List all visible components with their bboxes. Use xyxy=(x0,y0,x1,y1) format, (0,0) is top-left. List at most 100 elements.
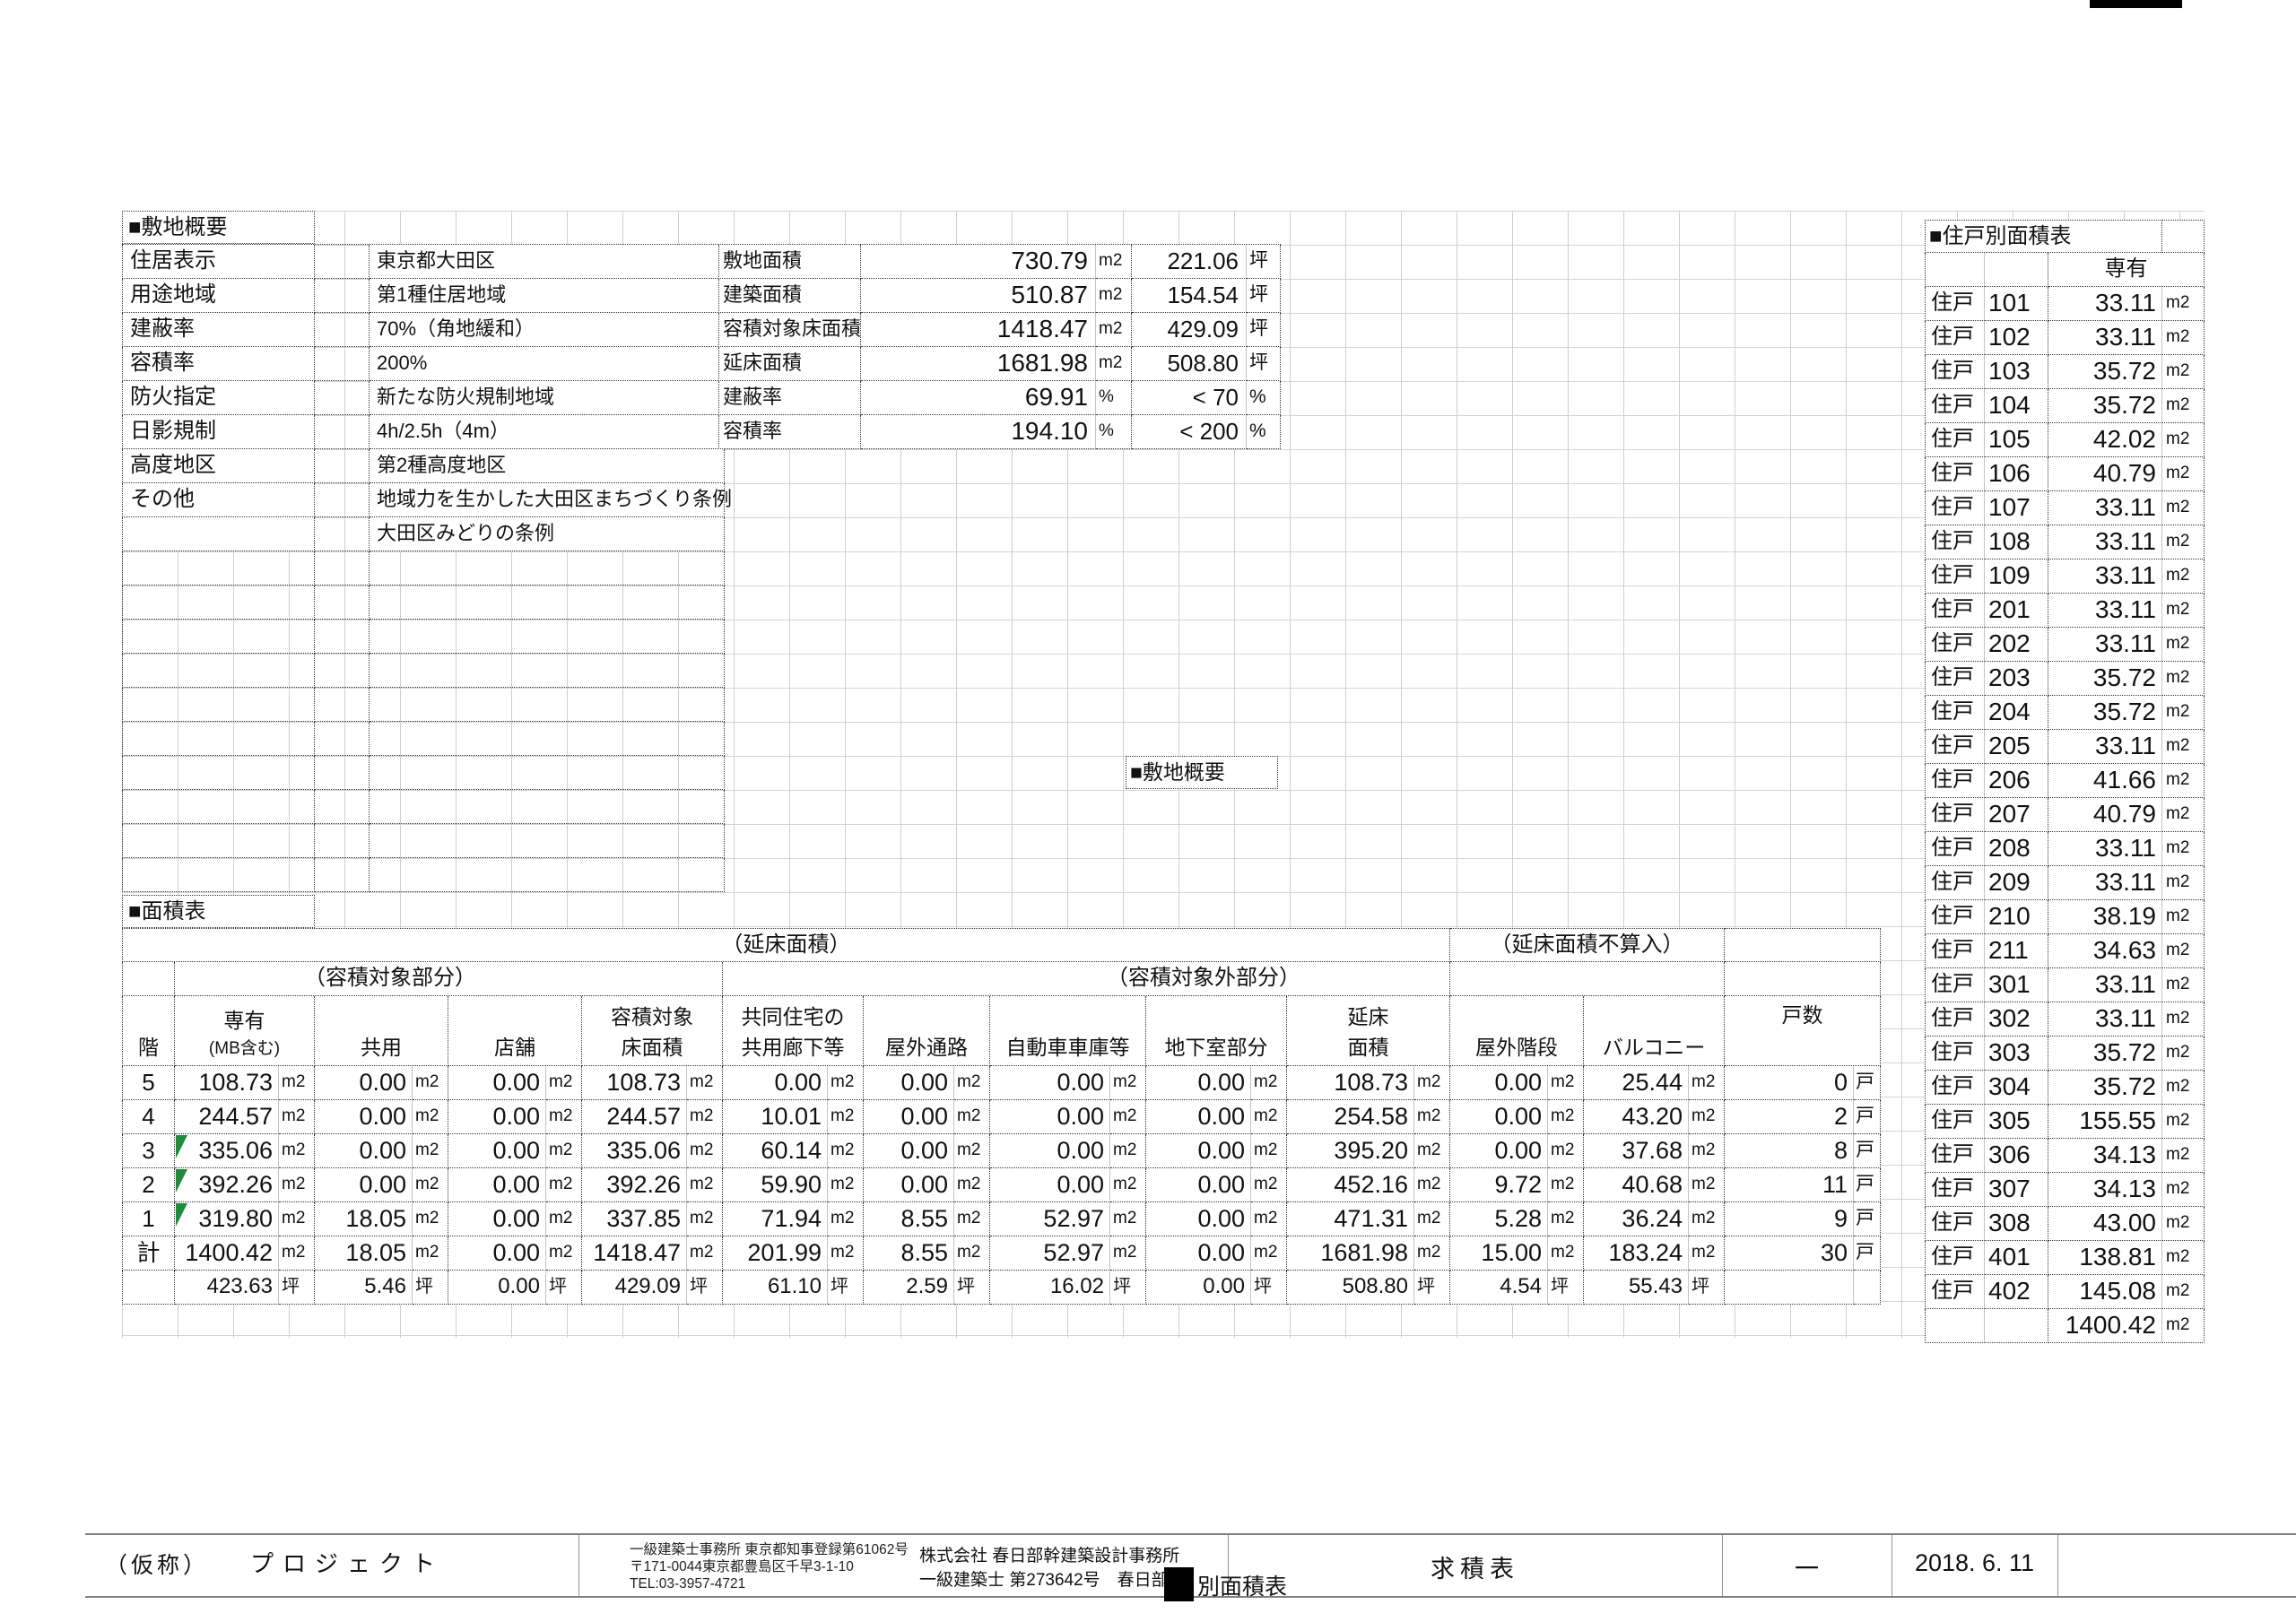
site-row-value: 第2種高度地区 xyxy=(370,449,725,483)
yoseki-taisho-cell: 244.57 xyxy=(582,1100,687,1134)
unit-row: 住戸 307 34.13 m2 xyxy=(1925,1173,2205,1207)
col-header-kosu: 戸数 xyxy=(1725,996,1881,1066)
area-row: 3 335.06 m2 0.00 m2 0.00 m2 335.06 m2 60.14 m… xyxy=(122,1134,1881,1168)
unit-area-value: 34.63 xyxy=(2048,934,2162,968)
unit-number: 102 xyxy=(1985,321,2048,355)
metric-unit-tsubo: 坪 xyxy=(1247,347,1281,381)
unit-area-value: 33.11 xyxy=(2048,287,2162,321)
shako-cell: 0.00 xyxy=(990,1066,1110,1100)
okugai-tsuro-cell: 0.00 xyxy=(864,1066,954,1100)
unit-area-unit: m2 xyxy=(2162,389,2205,423)
unit-area-value: 42.02 xyxy=(2048,423,2162,457)
unit-row-label: 住戸 xyxy=(1925,287,1985,321)
empty-row xyxy=(122,858,725,892)
kosu-cell: 9 xyxy=(1725,1202,1854,1236)
unit-area-unit: m2 xyxy=(2162,594,2205,628)
unit-area-value: 33.11 xyxy=(2048,1002,2162,1037)
unit-area-value: 40.79 xyxy=(2048,457,2162,491)
unit-area-unit: m2 xyxy=(2162,628,2205,662)
unit-row: 住戸 103 35.72 m2 xyxy=(1925,355,2205,389)
chikashitsu-cell: 0.00 xyxy=(1146,1100,1251,1134)
yoseki-taisho-cell: 337.85 xyxy=(582,1202,687,1236)
chikashitsu-cell: 0.00 xyxy=(1146,1236,1251,1271)
metric-unit-m2: m2 xyxy=(1096,245,1132,279)
metric-label: 延床面積 xyxy=(718,347,861,381)
unit-row-label: 住戸 xyxy=(1925,559,1985,594)
unit-row-label: 住戸 xyxy=(1925,934,1985,968)
unit-row-label: 住戸 xyxy=(1925,355,1985,389)
site-row-gap xyxy=(315,313,370,347)
metric-unit-tsubo: % xyxy=(1247,415,1281,449)
site-row-label: 防火指定 xyxy=(122,381,315,415)
unit-area-value: 145.08 xyxy=(2048,1275,2162,1309)
unit-number: 402 xyxy=(1985,1275,2048,1309)
unit-row-label: 住戸 xyxy=(1925,321,1985,355)
unit-row-label: 住戸 xyxy=(1925,1037,1985,1071)
balcony-cell: 183.24 xyxy=(1584,1236,1689,1271)
unit-row: 住戸 203 35.72 m2 xyxy=(1925,662,2205,696)
unit-row: 住戸 308 43.00 m2 xyxy=(1925,1207,2205,1241)
unit-area-value: 35.72 xyxy=(2048,355,2162,389)
okugai-tsuro-cell: 0.00 xyxy=(864,1168,954,1202)
title-block-divider xyxy=(1228,1535,1229,1596)
floor-cell: 2 xyxy=(122,1168,175,1202)
balcony-cell: 25.44 xyxy=(1584,1066,1689,1100)
col-header-kyoyo: 共用 xyxy=(315,996,448,1066)
group-spacer xyxy=(1725,962,1881,996)
site-row-label: 日影規制 xyxy=(122,415,315,449)
nobeyuka-cell: 395.20 xyxy=(1287,1134,1414,1168)
unit-row-label: 住戸 xyxy=(1925,1002,1985,1037)
unit-number: 303 xyxy=(1985,1037,2048,1071)
metric-value-tsubo: < 200 xyxy=(1132,415,1247,449)
area-row: 4 244.57 m2 0.00 m2 0.00 m2 244.57 m2 10.01 m… xyxy=(122,1100,1881,1134)
okugai-kaidan-cell: 5.28 xyxy=(1450,1202,1548,1236)
metric-unit-m2: % xyxy=(1096,415,1132,449)
unit-table-header: ■住戸別面積表 xyxy=(1925,220,2205,253)
site-row-value: 第1種住居地域 xyxy=(370,279,725,313)
metric-label: 建築面積 xyxy=(718,279,861,313)
unit-number: 208 xyxy=(1985,832,2048,866)
metric-row: 敷地面積 730.79 m2 221.06 坪 xyxy=(718,245,1281,279)
unit-number: 105 xyxy=(1985,423,2048,457)
unit-row: 住戸 204 35.72 m2 xyxy=(1925,696,2205,730)
floor-cell: 3 xyxy=(122,1134,175,1168)
col-header-okugai-tsuro: 屋外通路 xyxy=(864,996,990,1066)
tenpo-cell: 0.00 xyxy=(448,1236,546,1271)
green-flag-icon xyxy=(176,1169,187,1193)
floor-cell: 1 xyxy=(122,1202,175,1236)
unit-area-unit: m2 xyxy=(2162,1037,2205,1071)
site-row: 建蔽率 70%（角地緩和） xyxy=(122,313,725,347)
unit-row: 住戸 202 33.11 m2 xyxy=(1925,628,2205,662)
unit-row: 住戸 207 40.79 m2 xyxy=(1925,798,2205,832)
site-row: 用途地域 第1種住居地域 xyxy=(122,279,725,313)
unit-row-label: 住戸 xyxy=(1925,696,1985,730)
okugai-kaidan-cell: 0.00 xyxy=(1450,1134,1548,1168)
unit-area-unit: m2 xyxy=(2162,423,2205,457)
metric-row: 建築面積 510.87 m2 154.54 坪 xyxy=(718,279,1281,313)
site-row-gap xyxy=(315,279,370,313)
area-row: 1 319.80 m2 18.05 m2 0.00 m2 337.85 m2 71.94… xyxy=(122,1202,1881,1236)
unit-row: 住戸 102 33.11 m2 xyxy=(1925,321,2205,355)
unit-area-unit: m2 xyxy=(2162,730,2205,764)
unit-row-label: 住戸 xyxy=(1925,423,1985,457)
unit-area-unit: m2 xyxy=(2162,1002,2205,1037)
empty-row xyxy=(122,654,725,688)
unit-row: 住戸 106 40.79 m2 xyxy=(1925,457,2205,491)
kosu-cell: 0 xyxy=(1725,1066,1854,1100)
unit-area-value: 40.79 xyxy=(2048,798,2162,832)
empty-row xyxy=(122,585,725,620)
yoseki-taisho-cell: 392.26 xyxy=(582,1168,687,1202)
site-row-label: 高度地区 xyxy=(122,449,315,483)
empty-row xyxy=(122,790,725,824)
unit-area-unit: m2 xyxy=(2162,525,2205,559)
unit-number: 104 xyxy=(1985,389,2048,423)
unit-area-unit: m2 xyxy=(2162,696,2205,730)
unit-row-label: 住戸 xyxy=(1925,1139,1985,1173)
unit-area-unit: m2 xyxy=(2162,1241,2205,1275)
unit-number: 207 xyxy=(1985,798,2048,832)
kosu-cell: 8 xyxy=(1725,1134,1854,1168)
yoseki-taisho-cell: 1418.47 xyxy=(582,1236,687,1271)
unit-area-value: 33.11 xyxy=(2048,628,2162,662)
unit-row-label: 住戸 xyxy=(1925,525,1985,559)
unit-area-unit: m2 xyxy=(2162,900,2205,934)
